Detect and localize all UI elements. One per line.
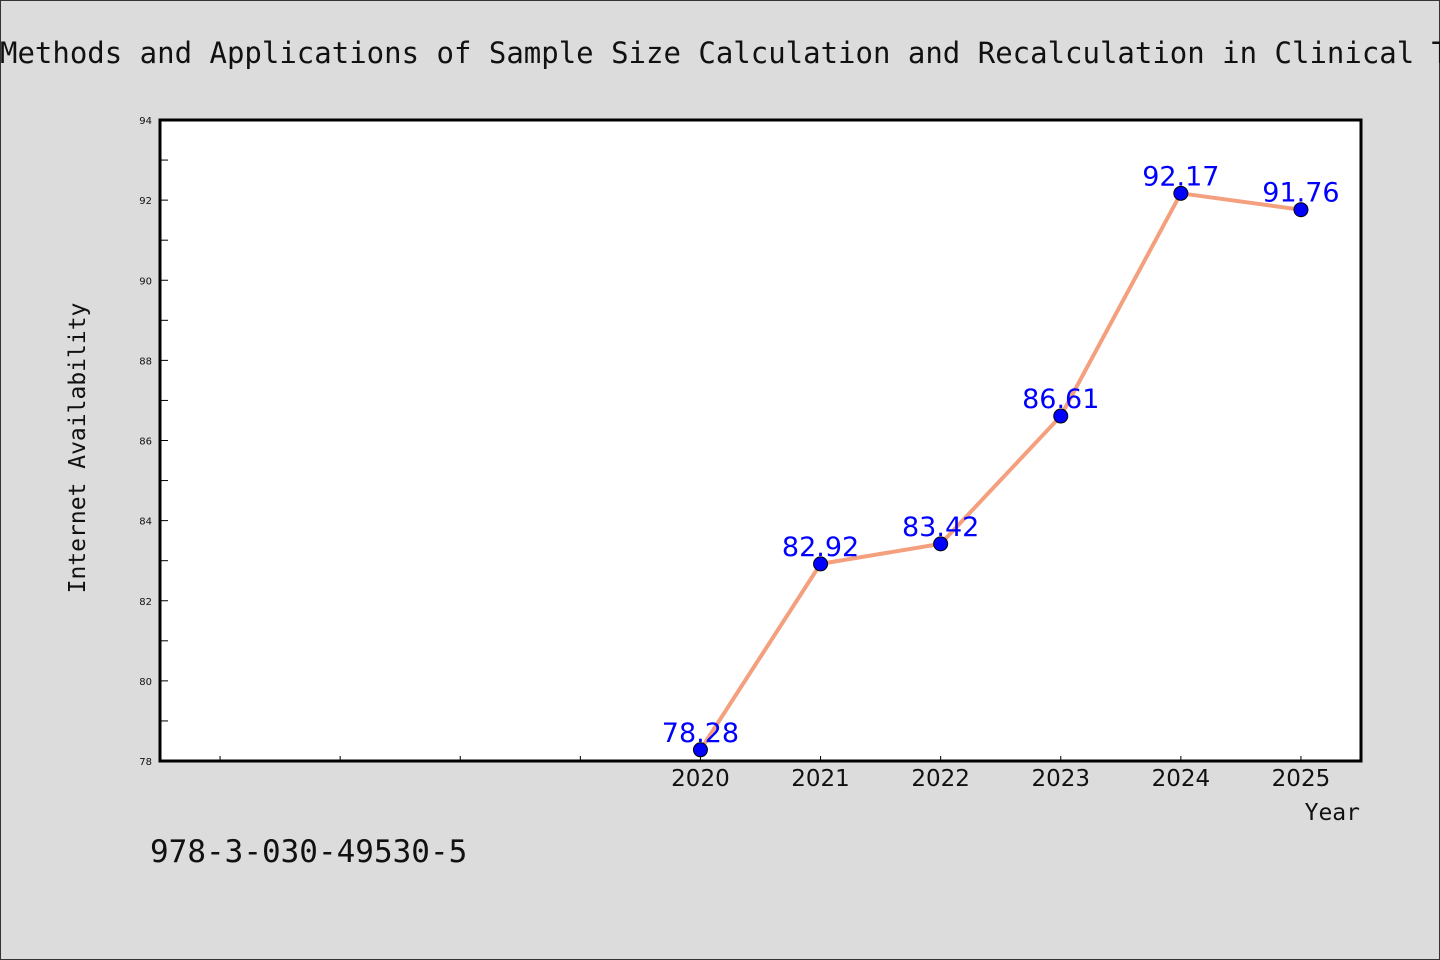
y-tick-label-5: 88 [139,356,152,367]
y-tick-label-4: 86 [139,437,152,448]
data-labels: 78.28 82.92 83.42 86.61 92.17 91.76 [662,161,1340,748]
y-tick-label-0: 78 [139,757,152,768]
data-label-4: 92.17 [1142,161,1219,192]
isbn-label: 978-3-030-49530-5 [150,834,468,870]
y-tick-label-7: 92 [139,196,152,207]
x-tick-label-3: 2023 [1031,766,1090,792]
x-tick-label-0: 2020 [671,766,730,792]
data-point-3 [1053,408,1069,424]
axis-ticks: 78 80 82 84 86 88 90 92 94 2020 2021 2022 2023 2024 20… [139,116,1330,792]
data-point-2 [933,536,949,552]
y-tick-label-6: 90 [139,276,152,287]
x-tick-label-5: 2025 [1272,766,1331,792]
x-axis-label: Year [1305,800,1360,826]
y-tick-label-8: 94 [139,116,152,127]
y-axis-label: Internet Availability [65,303,91,594]
x-tick-label-2: 2022 [911,766,970,792]
data-label-2: 83.42 [902,512,979,543]
plot-border [158,118,1363,763]
y-tick-label-3: 84 [139,517,152,528]
chart-title: Methods and Applications of Sample Size … [0,36,1440,70]
data-label-5: 91.76 [1262,178,1339,209]
data-point-5 [1293,202,1309,218]
x-tick-label-1: 2021 [791,766,850,792]
data-label-1: 82.92 [782,532,859,563]
y-tick-label-2: 82 [139,597,152,608]
x-tick-label-4: 2024 [1152,766,1211,792]
data-label-3: 86.61 [1022,384,1099,415]
data-point-0 [692,742,708,758]
data-point-1 [813,556,829,572]
y-tick-label-1: 80 [139,677,152,688]
data-point-4 [1173,185,1189,201]
data-label-0: 78.28 [662,718,739,749]
plot-area [160,120,1361,761]
series-line-layer [698,191,1302,751]
series-line [698,191,1302,751]
data-points [692,185,1309,758]
